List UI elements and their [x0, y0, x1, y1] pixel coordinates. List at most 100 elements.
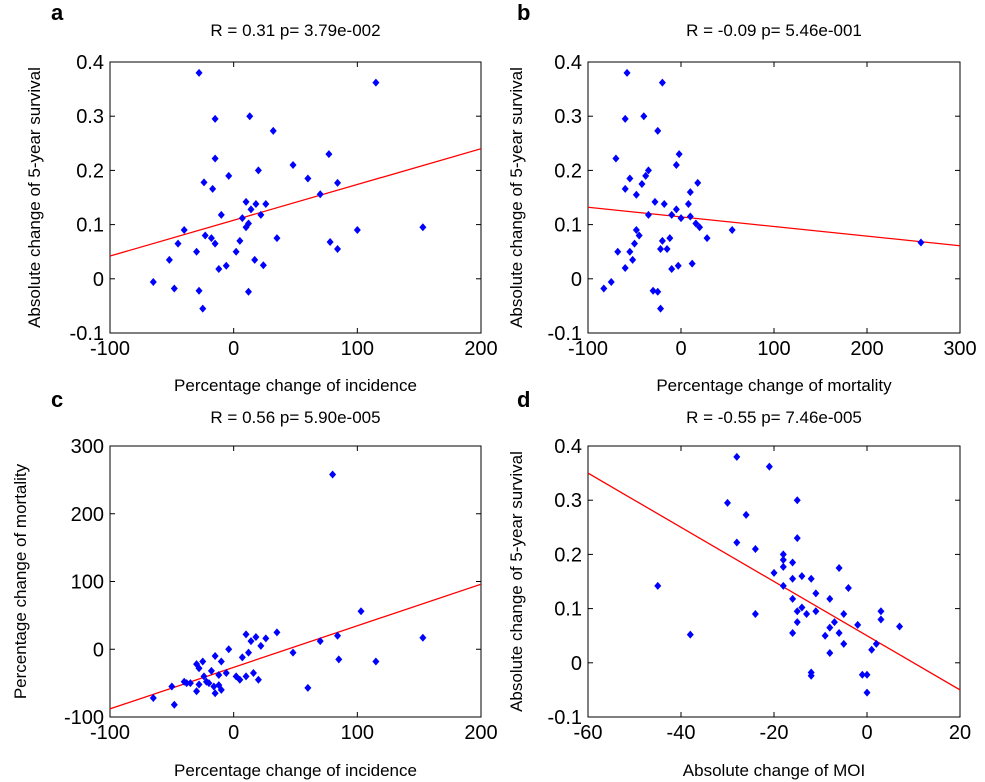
- panel-d-xtick-label: 20: [949, 722, 971, 744]
- panel-d-data-point: [844, 584, 852, 593]
- panel-b-data-point: [686, 188, 694, 197]
- panel-d-data-point: [751, 610, 759, 619]
- panel-d-data-point: [654, 581, 662, 590]
- panel-b-data-point: [623, 68, 631, 77]
- panel-c-data-point: [254, 675, 262, 684]
- panel-b-data-point: [672, 160, 680, 169]
- panel-d-data-point: [835, 628, 843, 637]
- panel-a: -100 0 100 200 -0.1 0 0.1 0.2 0.3 0.4 R = 0.31 p= …: [25, 0, 498, 395]
- panel-b-ytick-label: -0.1: [548, 323, 582, 345]
- panel-c-xtick-label: -100: [90, 722, 130, 744]
- panel-d-xtick-label: -20: [760, 722, 789, 744]
- panel-d-data-point: [724, 498, 731, 507]
- panel-a-data-point: [207, 234, 215, 243]
- panel-b-data-point: [612, 154, 620, 163]
- panel-a-data-point: [211, 239, 219, 248]
- panel-c-data-point: [217, 685, 225, 694]
- panel-a-title: R = 0.31 p= 3.79e-002: [210, 21, 380, 40]
- panel-d-xlabel: Absolute change of MOI: [683, 761, 865, 780]
- panel-d-data-point: [733, 452, 741, 461]
- panel-a-data-point: [242, 223, 250, 232]
- panel-a-data-point: [334, 178, 342, 187]
- panel-b-data-point: [672, 205, 680, 214]
- panel-b-data-point: [663, 244, 671, 253]
- panel-d-data-point: [807, 671, 815, 680]
- panel-c-data-point: [357, 607, 365, 616]
- panel-b-data-point: [686, 212, 694, 221]
- panel-d-ytick-label: 0: [571, 653, 582, 675]
- panel-d-data-point: [779, 555, 787, 564]
- panel-a-data-point: [316, 190, 324, 199]
- panel-b: -100 0 100 200 300 -0.1 0 0.1 0.2 0.3 0.4 R = -0.09…: [507, 0, 977, 395]
- panel-a-axes-box: [109, 61, 482, 334]
- panel-a-data-point: [251, 255, 259, 264]
- panel-b-data-point: [629, 255, 637, 264]
- panel-b-ytick-label: 0.4: [554, 52, 582, 74]
- panel-d-data-point: [826, 623, 834, 632]
- panel-d-data-point: [812, 607, 820, 616]
- panel-c-data-point: [334, 631, 342, 640]
- panel-d-data-point: [789, 628, 797, 637]
- panel-c-ytick-label: -100: [64, 707, 104, 729]
- panel-d-data-point: [779, 550, 787, 559]
- panel-d-data-point: [896, 622, 904, 631]
- panel-a-data-point: [246, 112, 254, 121]
- panel-d-data-point: [835, 563, 843, 572]
- panel-a-data-point: [289, 160, 297, 169]
- panel-d-data-point: [770, 568, 778, 577]
- panel-a-data-point: [170, 284, 178, 293]
- panel-a-xtick-label: -100: [90, 338, 130, 360]
- panel-b-data-point: [728, 226, 736, 235]
- panel-a-data-point: [209, 184, 217, 193]
- panel-d-data-point: [793, 534, 801, 543]
- panel-b-xlabel: Percentage change of mortality: [656, 376, 892, 395]
- panel-b-data-point: [694, 178, 702, 187]
- panel-a-xtick-label: 0: [228, 338, 239, 360]
- panel-c-title: R = 0.56 p= 5.90e-005: [210, 408, 380, 427]
- panel-c-data-point: [247, 637, 255, 646]
- panel-a-data-point: [257, 210, 265, 219]
- panel-a-data-point: [174, 239, 182, 248]
- panel-c-data-point: [195, 680, 203, 689]
- panel-c-data-point: [273, 628, 281, 637]
- panel-a-data-point: [236, 236, 244, 245]
- panel-d-data-point: [868, 645, 876, 654]
- panel-a-data-point: [195, 68, 203, 77]
- panel-c-data-point: [186, 679, 194, 688]
- panel-d-data-point: [793, 607, 801, 616]
- panel-b-data-point: [644, 166, 652, 175]
- panel-d-data-point: [821, 631, 829, 640]
- panel-b-xtick-label: 0: [675, 338, 686, 360]
- panel-c-data-point: [170, 700, 178, 709]
- panel-c-data-point: [242, 672, 250, 681]
- panel-b-xtick-label: 300: [943, 338, 976, 360]
- panel-b-letter: b: [517, 0, 530, 25]
- panel-d-data-point: [742, 510, 750, 519]
- panel-d-data-point: [793, 618, 801, 627]
- panel-a-data-point: [180, 226, 188, 235]
- panel-b-ytick-label: 0.3: [554, 106, 582, 128]
- panel-b-xtick-label: 100: [757, 338, 790, 360]
- panel-d-ytick-label: 0.1: [554, 599, 582, 621]
- panel-b-xtick-label: -100: [568, 338, 608, 360]
- panel-c-data-point: [249, 668, 257, 677]
- panel-c-data-point: [211, 652, 219, 661]
- panel-b-data-point: [657, 244, 665, 253]
- panel-a-data-point: [269, 126, 277, 135]
- panel-b-data-point: [631, 239, 638, 248]
- panel-a-data-point: [200, 178, 208, 187]
- panel-c-data-point: [168, 682, 176, 691]
- panel-b-data-point: [917, 238, 925, 247]
- panel-d-fit-line: [588, 472, 960, 691]
- panel-a-xlabel: Percentage change of incidence: [174, 376, 417, 395]
- panel-d-data-point: [751, 544, 759, 553]
- panel-d-data-point: [826, 594, 834, 603]
- panel-a-data-point: [211, 154, 219, 163]
- panel-c-data-point: [211, 689, 219, 698]
- panel-b-data-point: [688, 259, 696, 268]
- panel-d-xtick-label: -60: [574, 722, 603, 744]
- panel-b-data-point: [674, 261, 682, 270]
- panel-a-data-point: [211, 114, 219, 123]
- panel-c-axes-box: [109, 445, 482, 718]
- panel-b-data-point: [654, 287, 662, 296]
